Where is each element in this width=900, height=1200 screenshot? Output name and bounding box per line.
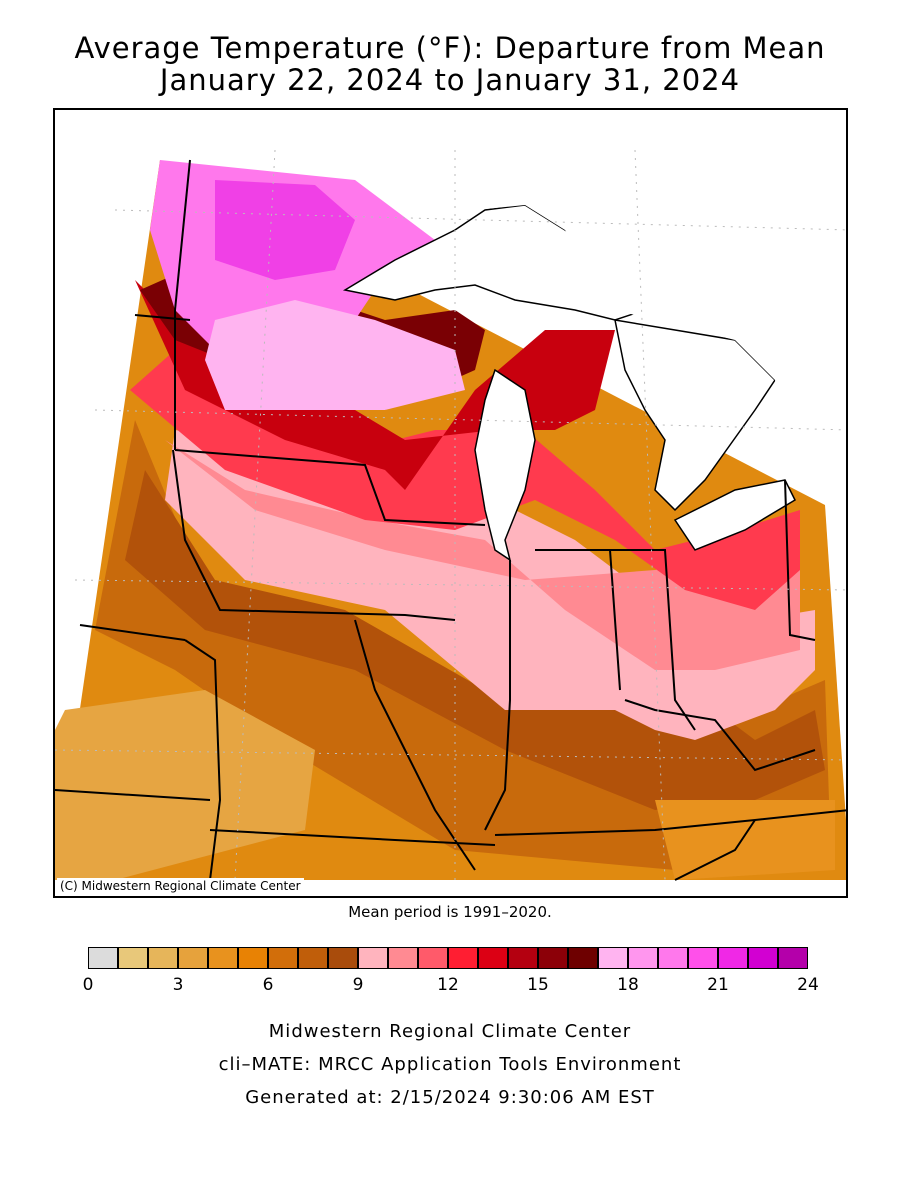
- legend-tick-label: 6: [262, 975, 274, 995]
- legend-tick-label: 18: [617, 975, 639, 995]
- footer-generated: Generated at: 2/15/2024 9:30:06 AM EST: [245, 1087, 655, 1108]
- footer-tool: cli–MATE: MRCC Application Tools Environ…: [218, 1054, 682, 1075]
- legend-swatch: [508, 947, 538, 969]
- legend-swatch: [778, 947, 808, 969]
- legend-swatch: [178, 947, 208, 969]
- legend-swatch: [568, 947, 598, 969]
- lake-huron: [614, 319, 776, 512]
- legend-tick-label: 15: [527, 975, 549, 995]
- region-light-magenta: [205, 300, 465, 410]
- legend-swatch: [418, 947, 448, 969]
- legend-swatch: [748, 947, 778, 969]
- mean-period-note: Mean period is 1991–2020.: [348, 903, 552, 921]
- temperature-departure-map: [55, 149, 846, 881]
- canada-area: [475, 150, 846, 490]
- legend-tick-label: 24: [797, 975, 819, 995]
- legend-swatch: [328, 947, 358, 969]
- legend-tick-label: 12: [437, 975, 459, 995]
- copyright-label: (C) Midwestern Regional Climate Center: [57, 878, 304, 894]
- lake-erie: [673, 479, 796, 551]
- legend-swatch: [118, 947, 148, 969]
- legend-tick-label: 21: [707, 975, 729, 995]
- chart-title-line1: Average Temperature (°F): Departure from…: [74, 31, 826, 65]
- legend-swatch: [448, 947, 478, 969]
- legend-swatch: [388, 947, 418, 969]
- legend-swatch: [658, 947, 688, 969]
- legend-swatch: [718, 947, 748, 969]
- legend-swatch: [148, 947, 178, 969]
- lat-lon-grid: [55, 149, 846, 881]
- legend-swatch: [538, 947, 568, 969]
- legend-swatch: [298, 947, 328, 969]
- legend-swatch: [598, 947, 628, 969]
- chart-title-line2: January 22, 2024 to January 31, 2024: [159, 63, 741, 97]
- region-bright-magenta: [215, 180, 355, 280]
- legend-swatch: [688, 947, 718, 969]
- legend-swatch: [238, 947, 268, 969]
- legend-swatch: [358, 947, 388, 969]
- legend-swatch: [478, 947, 508, 969]
- legend-tick-label: 0: [82, 975, 94, 995]
- footer-org: Midwestern Regional Climate Center: [268, 1021, 632, 1042]
- state-boundaries: [55, 159, 846, 881]
- legend-swatch: [88, 947, 118, 969]
- region-light-orange-2: [655, 800, 835, 880]
- legend-swatch: [268, 947, 298, 969]
- region-red: [130, 350, 800, 610]
- map-panel: (C) Midwestern Regional Climate Center: [53, 108, 848, 898]
- legend-tick-label: 9: [352, 975, 364, 995]
- legend-swatch: [628, 947, 658, 969]
- region-light-red: [165, 440, 800, 670]
- legend-tick-label: 3: [172, 975, 184, 995]
- legend-swatch: [208, 947, 238, 969]
